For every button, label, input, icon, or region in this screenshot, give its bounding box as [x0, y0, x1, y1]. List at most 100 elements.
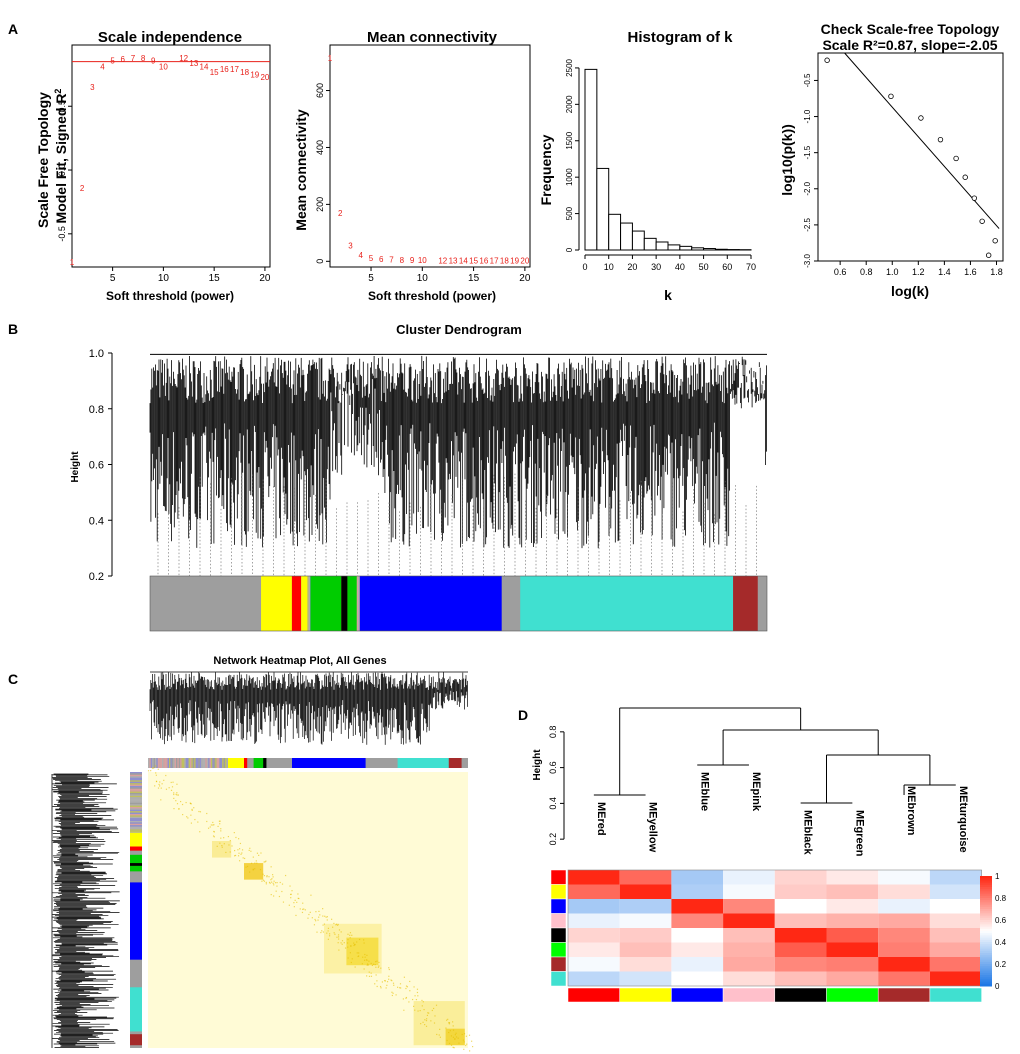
x-tick-label: 5 — [110, 273, 116, 284]
module-stripe — [130, 800, 142, 802]
tom-cell — [416, 991, 419, 994]
tom-cell — [225, 851, 227, 854]
tom-cell — [366, 975, 368, 977]
tom-cell — [273, 880, 275, 882]
module-segment — [301, 576, 308, 631]
tom-cell — [468, 1034, 471, 1036]
legend-tick-label: 1 — [995, 872, 1000, 881]
tom-cell — [249, 847, 251, 849]
heatmap-cell — [826, 928, 879, 943]
tom-cell — [223, 837, 225, 839]
left-module-segments — [130, 772, 142, 1046]
heatmap-cell — [723, 971, 775, 986]
heatmap-cell — [774, 928, 827, 943]
tom-cell — [358, 952, 360, 954]
tom-cell — [264, 861, 266, 863]
tom-cell — [315, 911, 317, 913]
module-stripe — [205, 758, 207, 768]
module-stripe — [130, 783, 142, 785]
column-color — [826, 987, 879, 1003]
top-module-segments — [148, 758, 462, 768]
x-tick-label: 70 — [746, 262, 756, 272]
tom-cell — [335, 924, 337, 926]
tom-cell — [465, 1044, 467, 1047]
x-axis-label: Soft threshold (power) — [368, 289, 496, 303]
tom-cell — [176, 803, 179, 805]
module-stripe — [202, 758, 204, 768]
tom-heatmap-blocks — [147, 765, 474, 1052]
tom-cell — [363, 968, 365, 970]
tom-cell — [223, 843, 225, 845]
tom-cell — [446, 1039, 448, 1042]
heatmap-cell — [723, 928, 775, 943]
module-segment — [228, 758, 244, 768]
legend-swatch — [980, 953, 992, 956]
y-ticks: -0.5 0.0 0.5 — [57, 100, 72, 242]
tom-cell — [409, 980, 411, 983]
tom-cell — [269, 882, 271, 884]
tom-cell — [405, 997, 407, 999]
tom-cell — [238, 852, 240, 854]
tom-cell — [391, 980, 393, 982]
tom-cell — [391, 994, 393, 997]
point-label: 6 — [379, 255, 384, 264]
tom-cell — [273, 884, 275, 886]
module-stripe — [130, 772, 142, 774]
tom-cell — [180, 800, 182, 803]
tom-cell — [260, 852, 262, 854]
tom-cell — [221, 844, 223, 847]
tom-cell — [471, 1045, 474, 1048]
tom-cell — [221, 846, 223, 848]
tom-cell — [427, 1012, 429, 1014]
module-stripe — [226, 758, 228, 768]
tom-cell — [367, 963, 369, 965]
tom-cell — [434, 1015, 436, 1017]
tom-cell — [331, 918, 333, 920]
tom-cell — [316, 931, 318, 933]
data-point — [918, 115, 924, 121]
tom-cell — [354, 944, 356, 946]
tom-cell — [173, 792, 175, 794]
tom-cell — [375, 974, 377, 976]
module-segment — [397, 758, 449, 768]
tom-cell — [356, 941, 358, 943]
tom-cell — [165, 788, 168, 790]
tom-cell — [424, 1019, 426, 1021]
tom-cell — [341, 940, 344, 942]
tom-cell — [340, 942, 342, 944]
module-stripe — [130, 793, 142, 795]
tom-cell — [361, 963, 363, 965]
panel-label-b: B — [8, 321, 18, 337]
tom-cell — [368, 960, 370, 962]
tom-cell — [238, 838, 240, 840]
point-label: 18 — [240, 68, 249, 77]
y-tick-label: 0 — [315, 259, 325, 264]
y-tick-label: 1000 — [565, 168, 574, 186]
tom-cell — [318, 910, 320, 912]
tom-cell — [194, 818, 196, 821]
point-label: 3 — [348, 242, 353, 251]
y-tick-label: 0.0 — [57, 164, 67, 177]
legend-swatch — [980, 957, 992, 961]
tom-cell — [433, 1022, 436, 1024]
module-stripe — [130, 830, 142, 833]
heatmap-cell — [878, 957, 930, 972]
module-stripe — [307, 576, 309, 631]
x-axis-label: k — [664, 287, 672, 303]
tom-cell — [276, 885, 278, 887]
y-tick-label: 400 — [315, 140, 325, 155]
tom-cell — [326, 932, 328, 934]
row-color — [550, 884, 567, 900]
tom-cell — [155, 774, 157, 776]
tom-cell — [293, 906, 295, 908]
tom-cell — [402, 998, 404, 1000]
module-stripe — [130, 816, 142, 819]
tom-cell — [266, 876, 268, 878]
module-segment — [520, 576, 734, 631]
legend-swatch — [980, 904, 992, 908]
tom-cell — [282, 901, 285, 903]
tom-cell — [289, 885, 291, 887]
heatmap-cell — [568, 884, 620, 899]
point-label: 2 — [80, 184, 85, 193]
tom-cell — [363, 959, 366, 961]
